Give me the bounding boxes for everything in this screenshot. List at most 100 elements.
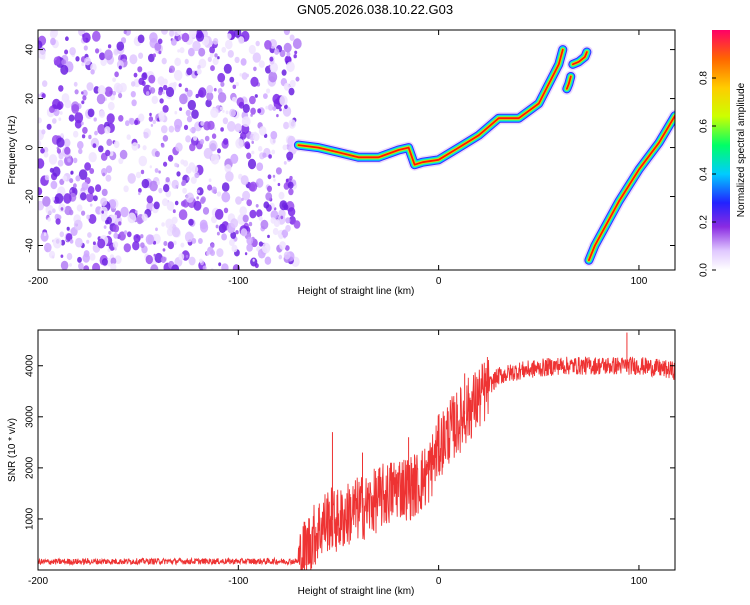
noise-blob	[69, 263, 72, 267]
noise-blob	[94, 130, 98, 136]
noise-blob	[213, 127, 217, 131]
noise-blob	[279, 241, 286, 250]
noise-blob	[283, 82, 290, 91]
noise-blob	[252, 132, 260, 142]
noise-blob	[178, 83, 182, 88]
noise-blob	[38, 187, 43, 196]
noise-blob	[257, 108, 262, 114]
noise-blob	[162, 105, 169, 113]
noise-blob	[161, 143, 165, 148]
noise-blob	[125, 120, 130, 127]
noise-blob	[174, 200, 179, 206]
noise-blob	[216, 248, 224, 258]
noise-blob	[283, 30, 290, 36]
noise-blob	[284, 104, 288, 110]
noise-blob	[75, 175, 81, 182]
noise-blob	[239, 73, 242, 77]
noise-blob	[285, 217, 291, 224]
noise-blob	[225, 110, 229, 115]
noise-blob	[73, 81, 78, 87]
noise-blob	[157, 38, 163, 45]
noise-blob	[209, 46, 216, 54]
noise-blob	[131, 99, 137, 107]
noise-blob	[97, 85, 106, 96]
noise-blob	[114, 247, 117, 251]
snr-series-line	[38, 332, 675, 570]
noise-blob	[148, 74, 156, 84]
noise-blob	[107, 44, 112, 49]
noise-blob	[119, 149, 128, 160]
noise-blob	[239, 206, 247, 216]
noise-blob	[40, 231, 49, 242]
noise-blob	[181, 32, 190, 43]
noise-blob	[182, 187, 188, 194]
y-tick-label: 1000	[25, 507, 36, 530]
noise-blob	[172, 81, 177, 88]
noise-blob	[168, 125, 175, 133]
noise-blob	[123, 230, 128, 235]
noise-blob	[152, 53, 156, 58]
noise-blob	[155, 227, 158, 232]
noise-blob	[268, 154, 272, 159]
noise-blob	[138, 77, 145, 85]
noise-blob	[65, 36, 69, 41]
noise-blob	[283, 121, 290, 130]
noise-blob	[114, 255, 122, 264]
noise-blob	[113, 232, 119, 239]
noise-blob	[101, 258, 108, 266]
noise-blob	[60, 254, 64, 258]
noise-blob	[278, 254, 283, 260]
noise-blob	[173, 240, 177, 246]
colorbar-tick-label: 0.2	[699, 215, 710, 229]
noise-blob	[114, 71, 119, 78]
noise-blob	[133, 72, 138, 78]
noise-blob	[199, 219, 208, 230]
noise-blob	[69, 239, 74, 244]
noise-blob	[210, 153, 220, 165]
noise-blob	[250, 76, 259, 87]
noise-blob	[152, 119, 156, 125]
noise-blob	[56, 137, 65, 148]
noise-blob	[126, 134, 131, 140]
ridge-trace	[297, 48, 564, 166]
noise-blob	[118, 231, 126, 241]
colorbar-tick-label: 0.4	[699, 167, 710, 181]
noise-blob	[43, 151, 49, 158]
noise-blob	[118, 65, 122, 70]
ridge-trace	[565, 75, 572, 90]
noise-blob	[247, 158, 257, 170]
noise-blob	[281, 229, 289, 238]
noise-blob	[246, 152, 252, 160]
noise-blob	[58, 85, 64, 92]
noise-blob	[88, 214, 97, 224]
noise-blob	[67, 158, 71, 163]
x-tick-label: 100	[631, 276, 648, 287]
noise-blob	[250, 257, 258, 267]
noise-blob	[41, 93, 46, 99]
noise-blob	[83, 265, 90, 270]
noise-blob	[82, 253, 90, 263]
noise-blob	[63, 193, 72, 204]
noise-blob	[70, 170, 74, 175]
noise-blob	[231, 244, 238, 253]
noise-blob	[112, 224, 120, 233]
noise-blob	[197, 64, 201, 70]
noise-blob	[92, 30, 101, 42]
noise-blob	[287, 181, 294, 189]
noise-blob	[73, 157, 78, 164]
y-tick-label: 4000	[25, 354, 36, 377]
noise-blob	[251, 150, 255, 155]
noise-blob	[280, 215, 284, 220]
noise-blob	[203, 147, 213, 159]
noise-blob	[289, 175, 293, 181]
noise-blob	[102, 172, 106, 177]
noise-blob	[258, 60, 265, 68]
noise-blob	[186, 89, 193, 98]
colorbar: 0.0 0.2 0.4 0.6 0.8 Normalized spectral ampl…	[699, 30, 747, 277]
noise-blob	[38, 48, 46, 60]
noise-blob	[50, 37, 56, 46]
noise-blob	[246, 236, 253, 245]
noise-blob	[213, 87, 217, 92]
